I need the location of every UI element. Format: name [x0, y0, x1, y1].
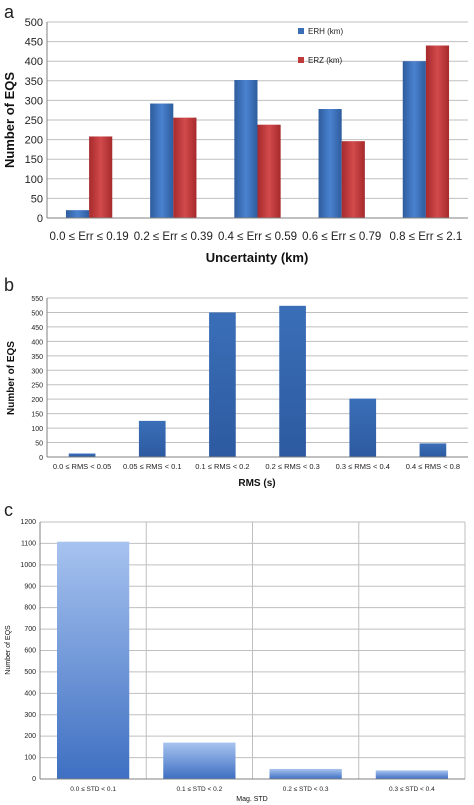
bar-erh-2 — [234, 80, 258, 219]
chart-a-y-axis-label: Number of EQS — [2, 72, 17, 168]
bar-0 — [57, 541, 130, 779]
panel-letter-a: a — [4, 2, 15, 22]
x-tick-label: 0.4 ≤ Err ≤ 0.59 — [218, 231, 297, 243]
x-tick-label: 0.2 ≤ Err ≤ 0.39 — [134, 231, 213, 243]
x-tick-label: 0.1 ≤ RMS < 0.2 — [195, 462, 249, 471]
y-tick-label: 1100 — [21, 540, 36, 547]
chart-a-legend: ERH (km) ERZ (km) — [298, 27, 343, 65]
y-tick-label: 550 — [31, 296, 43, 303]
y-tick-label: 800 — [24, 605, 36, 612]
x-tick-label: 0.0 ≤ Err ≤ 0.19 — [50, 231, 129, 243]
bar-erz-4 — [425, 45, 450, 218]
panel-letter-c: c — [4, 500, 13, 520]
y-tick-label: 300 — [25, 95, 43, 107]
y-tick-label: 0 — [39, 455, 43, 462]
y-tick-label: 400 — [25, 56, 43, 68]
legend-swatch-erh — [298, 28, 304, 34]
legend-label-erh: ERH (km) — [308, 27, 343, 36]
legend-swatch-erz — [298, 57, 304, 63]
chart-b-y-axis-label: Number of EQS — [6, 341, 17, 415]
y-tick-label: 400 — [24, 690, 36, 697]
x-tick-label: 0.8 ≤ Err ≤ 2.1 — [390, 231, 463, 243]
bar-3 — [375, 770, 448, 779]
y-tick-label: 0 — [32, 776, 36, 783]
chart-c-x-axis-label: Mag. STD — [236, 796, 268, 803]
x-tick-label: 0.6 ≤ Err ≤ 0.79 — [302, 231, 381, 243]
y-tick-label: 0 — [37, 213, 43, 225]
bar-2 — [269, 768, 342, 779]
y-tick-label: 450 — [25, 37, 43, 49]
bar-erz-0 — [89, 136, 113, 218]
x-tick-label: 0.0 ≤ RMS < 0.05 — [53, 462, 112, 471]
y-tick-label: 100 — [31, 426, 43, 433]
y-tick-label: 500 — [31, 310, 43, 317]
bar-erh-3 — [318, 109, 342, 218]
y-tick-label: 300 — [31, 368, 43, 375]
y-tick-label: 50 — [35, 441, 43, 448]
bar-erh-1 — [150, 103, 174, 218]
bar-erz-3 — [341, 141, 365, 218]
bar-5 — [419, 443, 447, 457]
x-tick-label: 0.0 ≤ STD < 0.1 — [70, 786, 116, 793]
chart-a-x-axis-label: Uncertainty (km) — [206, 250, 309, 265]
y-tick-label: 400 — [31, 339, 43, 346]
x-tick-label: 0.2 ≤ RMS < 0.3 — [265, 462, 319, 471]
y-tick-label: 150 — [31, 412, 43, 419]
y-tick-label: 350 — [25, 76, 43, 88]
y-tick-label: 200 — [24, 733, 36, 740]
y-tick-label: 350 — [31, 354, 43, 361]
y-tick-label: 1000 — [20, 562, 36, 569]
y-tick-label: 200 — [31, 397, 43, 404]
bar-2 — [209, 312, 236, 457]
y-tick-label: 500 — [24, 669, 36, 676]
bar-0 — [68, 453, 96, 457]
bar-1 — [138, 420, 166, 457]
y-tick-label: 50 — [31, 193, 43, 205]
x-tick-label: 0.2 ≤ STD < 0.3 — [283, 786, 329, 793]
y-tick-label: 900 — [24, 583, 36, 590]
bar-erz-1 — [173, 117, 197, 218]
bar-erz-2 — [257, 124, 281, 218]
legend-label-erz: ERZ (km) — [308, 56, 343, 65]
chart-b-x-axis-label: RMS (s) — [238, 478, 275, 489]
x-tick-label: 0.3 ≤ RMS < 0.4 — [336, 462, 390, 471]
x-tick-label: 0.3 ≤ STD < 0.4 — [389, 786, 435, 793]
bar-4 — [349, 398, 377, 457]
y-tick-label: 200 — [25, 135, 43, 147]
y-tick-label: 450 — [31, 325, 43, 332]
y-tick-label: 150 — [25, 154, 43, 166]
bar-erh-0 — [65, 210, 90, 218]
y-tick-label: 1200 — [20, 519, 36, 526]
x-tick-label: 0.1 ≤ STD < 0.2 — [177, 786, 223, 793]
bar-1 — [163, 742, 236, 779]
x-tick-label: 0.05 ≤ RMS < 0.1 — [123, 462, 182, 471]
x-tick-label: 0.4 ≤ RMS < 0.8 — [406, 462, 460, 471]
bar-erh-4 — [402, 61, 426, 219]
y-tick-label: 250 — [25, 115, 43, 127]
panel-letter-b: b — [4, 275, 15, 295]
y-tick-label: 600 — [24, 648, 36, 655]
y-tick-label: 700 — [24, 626, 36, 633]
y-tick-label: 300 — [24, 712, 36, 719]
y-tick-label: 250 — [31, 383, 43, 390]
chart-c-y-axis-label: Number of EQS — [5, 625, 12, 675]
y-tick-label: 100 — [25, 174, 43, 186]
y-tick-label: 100 — [24, 755, 36, 762]
y-tick-label: 500 — [25, 17, 43, 29]
bar-3 — [279, 305, 306, 457]
